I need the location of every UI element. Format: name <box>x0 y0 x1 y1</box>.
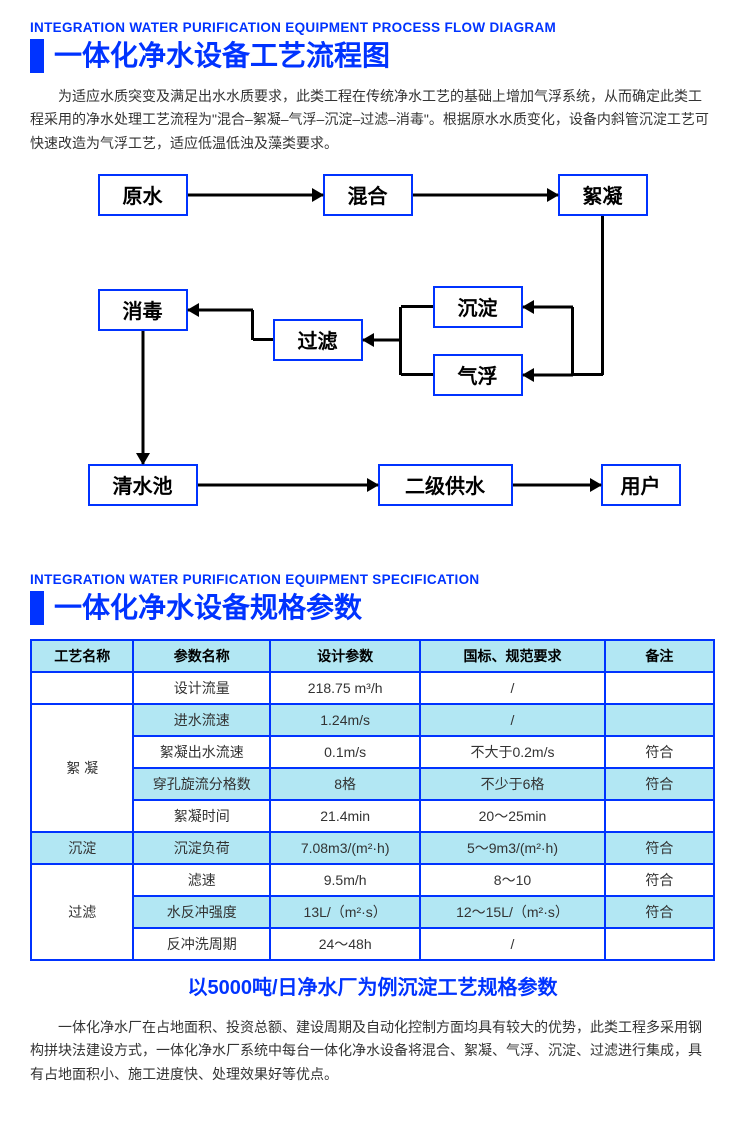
table-cell: 絮凝时间 <box>133 800 270 832</box>
section1-title-row: 一体化净水设备工艺流程图 <box>30 39 715 73</box>
table-row: 絮凝出水流速0.1m/s不大于0.2m/s符合 <box>31 736 714 768</box>
process-flowchart: 原水 混合 絮凝沉淀气浮 过滤 消毒清水池 二级供水 用户 <box>43 174 703 544</box>
table-cell-process: 过滤 <box>31 864 133 960</box>
table-cell: 1.24m/s <box>270 704 420 736</box>
table-cell: 12～15L/（m²·s） <box>420 896 604 928</box>
section2-subtitle: INTEGRATION WATER PURIFICATION EQUIPMENT… <box>30 572 715 587</box>
table-cell: 8～10 <box>420 864 604 896</box>
table-cell: 符合 <box>605 736 714 768</box>
table-header: 工艺名称 <box>31 640 133 672</box>
section1-intro: 为适应水质突变及满足出水水质要求，此类工程在传统净水工艺的基础上增加气浮系统，从… <box>30 85 715 156</box>
flow-arrow <box>363 333 401 347</box>
table-cell: 0.1m/s <box>270 736 420 768</box>
table-header: 设计参数 <box>270 640 420 672</box>
section2-heading: INTEGRATION WATER PURIFICATION EQUIPMENT… <box>30 572 715 625</box>
table-cell <box>605 704 714 736</box>
table-cell <box>605 800 714 832</box>
flow-node-user: 用户 <box>601 464 681 506</box>
flow-arrow <box>188 188 323 202</box>
flow-arrow <box>523 368 573 382</box>
table-cell: 5～9m3/(m²·h) <box>420 832 604 864</box>
title-bar-icon <box>30 39 44 73</box>
table-cell: 21.4min <box>270 800 420 832</box>
table-cell: 13L/（m²·s） <box>270 896 420 928</box>
table-row: 过滤滤速9.5m/h8～10符合 <box>31 864 714 896</box>
flow-arrow <box>513 478 601 492</box>
table-cell: 进水流速 <box>133 704 270 736</box>
table-cell: 不少于6格 <box>420 768 604 800</box>
table-cell: / <box>420 704 604 736</box>
flow-connector <box>253 338 273 341</box>
flow-node-floc: 絮凝 <box>558 174 648 216</box>
flow-node-disinfect: 消毒 <box>98 289 188 331</box>
table-cell: 218.75 m³/h <box>270 672 420 704</box>
table-cell: 7.08m3/(m²·h) <box>270 832 420 864</box>
table-cell: 符合 <box>605 768 714 800</box>
table-cell: 符合 <box>605 832 714 864</box>
table-cell: 穿孔旋流分格数 <box>133 768 270 800</box>
table-cell: 滤速 <box>133 864 270 896</box>
table-cell: / <box>420 672 604 704</box>
flow-node-filter: 过滤 <box>273 319 363 361</box>
table-row: 穿孔旋流分格数8格不少于6格符合 <box>31 768 714 800</box>
section2-title-row: 一体化净水设备规格参数 <box>30 591 715 625</box>
flow-arrow <box>523 300 573 314</box>
section2-title: 一体化净水设备规格参数 <box>54 591 362 625</box>
flow-connector <box>401 305 433 308</box>
section1-subtitle: INTEGRATION WATER PURIFICATION EQUIPMENT… <box>30 20 715 35</box>
flow-connector <box>573 373 603 376</box>
table-cell: 絮凝出水流速 <box>133 736 270 768</box>
table-cell: 反冲洗周期 <box>133 928 270 960</box>
table-cell: 水反冲强度 <box>133 896 270 928</box>
flow-arrow <box>413 188 558 202</box>
flow-arrow <box>188 303 253 317</box>
table-cell-process: 沉淀 <box>31 832 133 864</box>
flow-connector <box>401 373 433 376</box>
table-cell <box>605 928 714 960</box>
flow-node-supply: 二级供水 <box>378 464 513 506</box>
table-cell: 不大于0.2m/s <box>420 736 604 768</box>
section2-outro: 一体化净水厂在占地面积、投资总额、建设周期及自动化控制方面均具有较大的优势，此类… <box>30 1016 715 1087</box>
flow-arrow <box>136 331 150 464</box>
flow-node-sediment: 沉淀 <box>433 286 523 328</box>
table-cell <box>605 672 714 704</box>
table-cell: 设计流量 <box>133 672 270 704</box>
table-cell-process <box>31 672 133 704</box>
table-cell: 沉淀负荷 <box>133 832 270 864</box>
table-cell: 20～25min <box>420 800 604 832</box>
table-header: 备注 <box>605 640 714 672</box>
flow-connector <box>571 307 574 375</box>
table-header: 国标、规范要求 <box>420 640 604 672</box>
flow-arrow <box>198 478 378 492</box>
flow-node-mix: 混合 <box>323 174 413 216</box>
table-cell: 9.5m/h <box>270 864 420 896</box>
table-cell: / <box>420 928 604 960</box>
table-row: 设计流量218.75 m³/h/ <box>31 672 714 704</box>
table-caption: 以5000吨/日净水厂为例沉淀工艺规格参数 <box>30 971 715 1000</box>
table-cell: 8格 <box>270 768 420 800</box>
spec-table: 工艺名称参数名称设计参数国标、规范要求备注设计流量218.75 m³/h/絮 凝… <box>30 639 715 961</box>
table-header: 参数名称 <box>133 640 270 672</box>
flow-node-tank: 清水池 <box>88 464 198 506</box>
flow-node-airfloat: 气浮 <box>433 354 523 396</box>
section1-heading: INTEGRATION WATER PURIFICATION EQUIPMENT… <box>30 20 715 73</box>
table-cell: 符合 <box>605 864 714 896</box>
section1-title: 一体化净水设备工艺流程图 <box>54 39 390 73</box>
table-cell-process: 絮 凝 <box>31 704 133 832</box>
table-row: 水反冲强度13L/（m²·s）12～15L/（m²·s）符合 <box>31 896 714 928</box>
table-row: 反冲洗周期24～48h/ <box>31 928 714 960</box>
title-bar-icon <box>30 591 44 625</box>
flow-connector <box>601 216 604 375</box>
flow-node-raw: 原水 <box>98 174 188 216</box>
table-cell: 24～48h <box>270 928 420 960</box>
table-row: 絮凝时间21.4min20～25min <box>31 800 714 832</box>
table-cell: 符合 <box>605 896 714 928</box>
table-row: 沉淀沉淀负荷7.08m3/(m²·h)5～9m3/(m²·h)符合 <box>31 832 714 864</box>
table-row: 絮 凝进水流速1.24m/s/ <box>31 704 714 736</box>
